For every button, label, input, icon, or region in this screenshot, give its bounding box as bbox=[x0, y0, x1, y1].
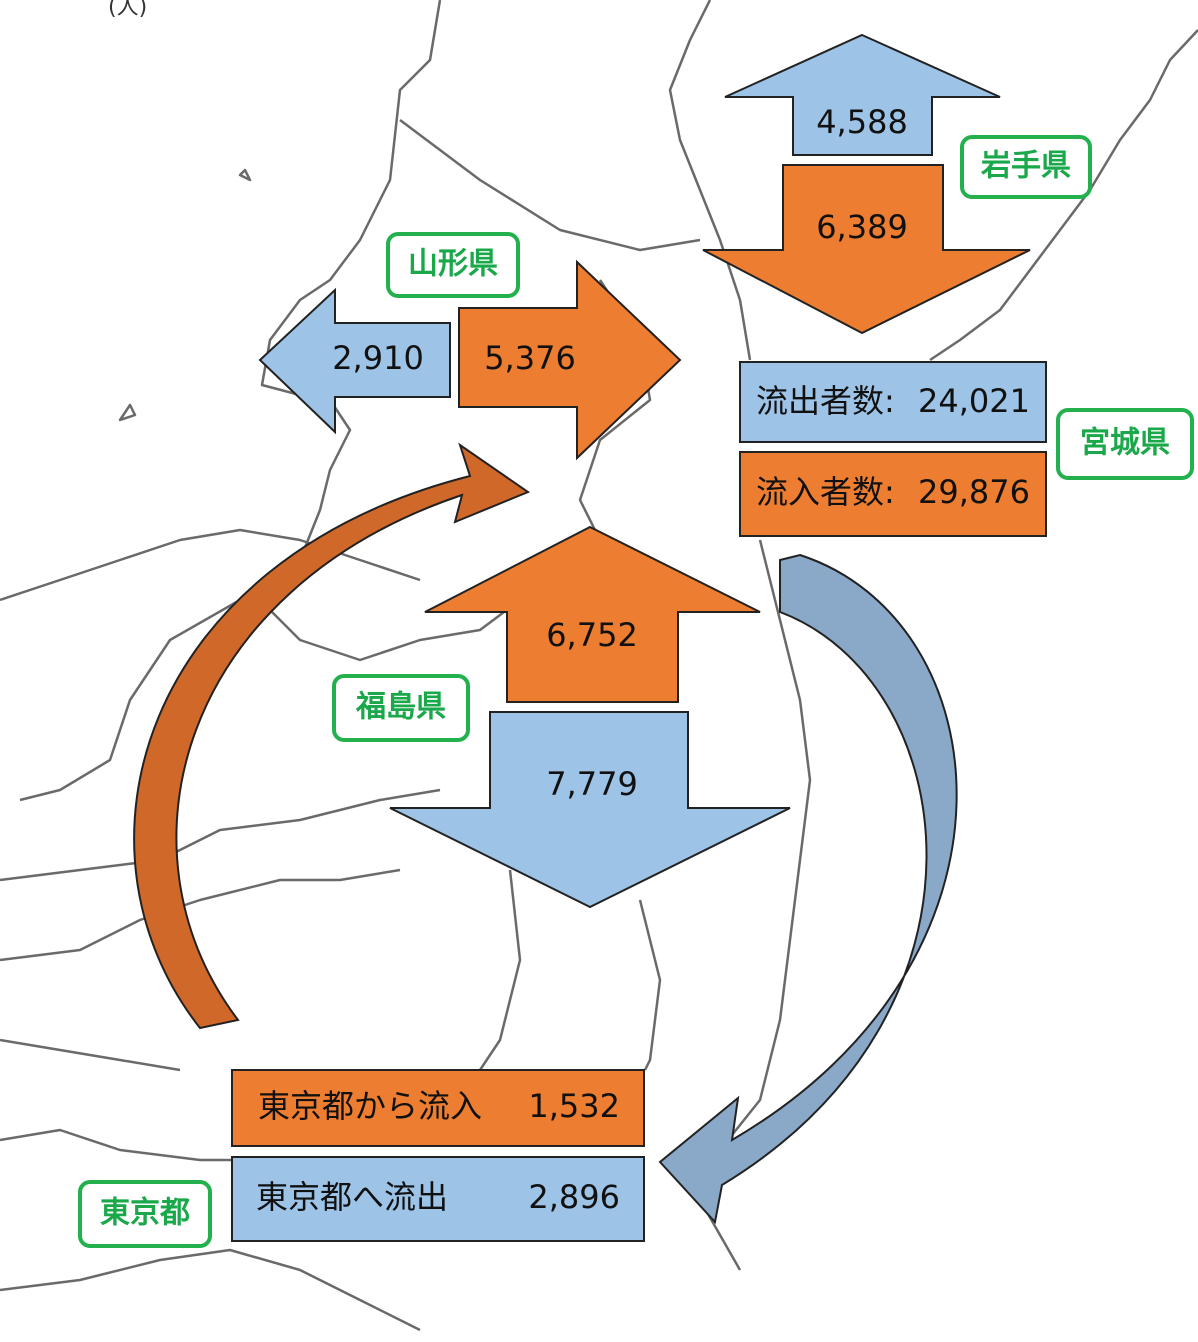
inflow-value: 1,532 bbox=[528, 1087, 620, 1125]
pref-box bbox=[386, 232, 520, 298]
pref-box bbox=[960, 135, 1092, 199]
flow-value: 6,752 bbox=[546, 616, 638, 654]
pref-label: 山形県 bbox=[408, 247, 498, 282]
flow-value: 2,910 bbox=[332, 339, 424, 377]
flow-value: 4,588 bbox=[816, 103, 908, 141]
pref-label: 岩手県 bbox=[981, 149, 1071, 184]
outflow-label: 東京都へ流出 bbox=[256, 1178, 448, 1216]
inflow-label: 流入者数: bbox=[756, 473, 895, 511]
flow-value: 7,779 bbox=[546, 765, 638, 803]
outflow-value: 24,021 bbox=[918, 382, 1030, 420]
arrow-in bbox=[424, 525, 761, 703]
outflow-label: 流出者数: bbox=[756, 382, 895, 420]
inflow-box bbox=[231, 1069, 645, 1147]
inflow-value: 29,876 bbox=[918, 473, 1030, 511]
pref-box bbox=[1056, 408, 1194, 480]
inflow-box bbox=[739, 451, 1047, 537]
outflow-box bbox=[231, 1156, 645, 1242]
curved-arrow-out bbox=[658, 553, 958, 1225]
arrow-out bbox=[724, 33, 1001, 156]
outflow-box bbox=[739, 361, 1047, 443]
pref-box bbox=[78, 1180, 212, 1248]
arrow-out bbox=[258, 287, 451, 435]
arrow-in bbox=[458, 259, 682, 461]
unit: (人) bbox=[108, 0, 147, 20]
flow-value: 5,376 bbox=[484, 339, 576, 377]
flow-value: 6,389 bbox=[816, 208, 908, 246]
curved-arrow-in bbox=[133, 442, 531, 1030]
arrow-in bbox=[702, 164, 1031, 335]
pref-label: 福島県 bbox=[355, 690, 446, 725]
pref-label: 宮城県 bbox=[1080, 426, 1170, 461]
pref-box bbox=[332, 674, 470, 742]
outflow-value: 2,896 bbox=[528, 1178, 620, 1216]
inflow-label: 東京都から流入 bbox=[258, 1087, 482, 1125]
pref-label: 東京都 bbox=[100, 1196, 190, 1231]
arrow-out bbox=[389, 711, 791, 909]
